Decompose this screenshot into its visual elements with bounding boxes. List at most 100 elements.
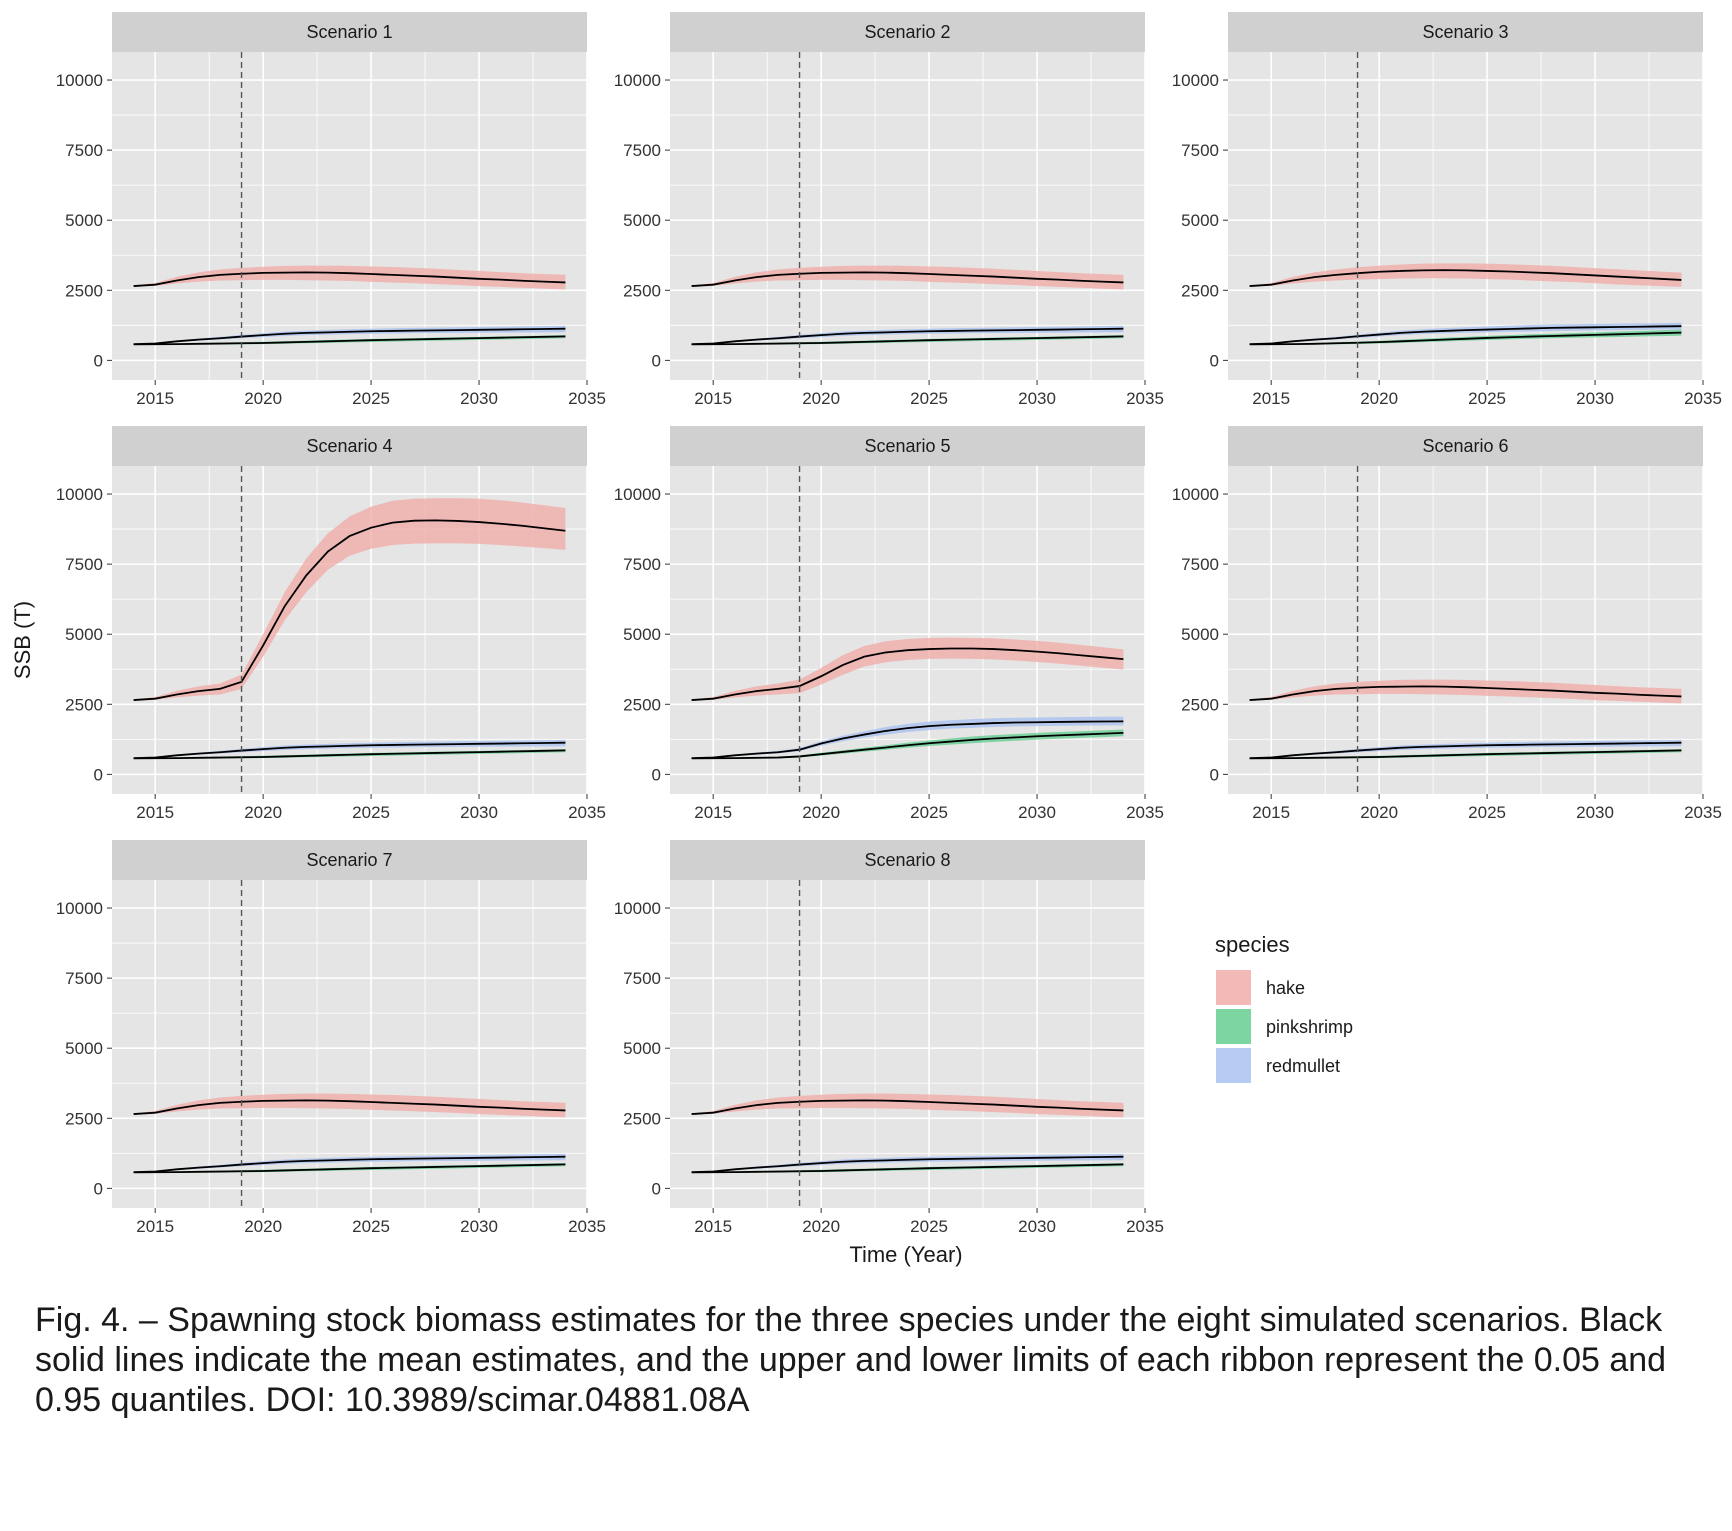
x-tick-label: 2020 [802, 1217, 840, 1236]
y-tick-label: 7500 [623, 555, 661, 574]
y-tick-label: 2500 [1181, 695, 1219, 714]
hake-ribbon [1249, 679, 1682, 704]
legend-label-hake: hake [1266, 978, 1305, 998]
x-tick-label: 2020 [1360, 389, 1398, 408]
faceted-ssb-chart: Scenario 1 0 2500 5000 7500 10000 2015 2020 2025… [10, 12, 1722, 1267]
redmullet-mean-line [133, 741, 566, 760]
hake-ribbon [133, 498, 566, 701]
x-tick-label: 2035 [568, 1217, 606, 1236]
legend-key-hake [1216, 970, 1251, 1005]
facet-panel: Scenario 3 0 2500 5000 7500 10000 2015 2020 2025… [1172, 12, 1722, 408]
legend-key-redmullet [1216, 1048, 1251, 1083]
y-tick-label: 0 [94, 1179, 103, 1198]
x-tick-label: 2035 [1126, 803, 1164, 822]
pinkshrimp-mean-line [691, 731, 1124, 760]
redmullet-mean-line [691, 1155, 1124, 1174]
x-tick-label: 2015 [694, 803, 732, 822]
x-tick-label: 2030 [1018, 1217, 1056, 1236]
pinkshrimp-ribbon [1249, 329, 1682, 345]
legend-label-redmullet: redmullet [1266, 1056, 1340, 1076]
facet-panel: Scenario 2 0 2500 5000 7500 10000 2015 2020 2025… [614, 12, 1164, 408]
x-tick-label: 2025 [352, 389, 390, 408]
pinkshrimp-mean-line [133, 335, 566, 346]
y-tick-label: 2500 [1181, 281, 1219, 300]
facet-title: Scenario 4 [306, 436, 392, 456]
x-tick-label: 2035 [568, 389, 606, 408]
y-tick-label: 10000 [56, 485, 103, 504]
x-tick-label: 2020 [244, 389, 282, 408]
pinkshrimp-mean-line [133, 749, 566, 760]
redmullet-mean-line [133, 1155, 566, 1174]
y-tick-label: 0 [652, 765, 661, 784]
y-tick-label: 5000 [65, 211, 103, 230]
hake-ribbon [133, 1093, 566, 1118]
facet-panel: Scenario 5 0 2500 5000 7500 10000 2015 2020 2025… [614, 426, 1164, 822]
y-tick-label: 10000 [1172, 485, 1219, 504]
hake-mean-line [691, 1099, 1124, 1115]
x-tick-label: 2030 [1576, 803, 1614, 822]
y-tick-label: 7500 [65, 555, 103, 574]
hake-mean-line [133, 1099, 566, 1115]
y-tick-label: 10000 [1172, 71, 1219, 90]
figure-caption: Fig. 4. – Spawning stock biomass estimat… [35, 1301, 1667, 1419]
x-tick-label: 2025 [352, 1217, 390, 1236]
y-tick-label: 0 [1210, 351, 1219, 370]
x-tick-label: 2030 [460, 803, 498, 822]
x-tick-label: 2020 [1360, 803, 1398, 822]
x-tick-label: 2020 [244, 803, 282, 822]
x-tick-label: 2015 [1252, 389, 1290, 408]
x-tick-label: 2030 [1576, 389, 1614, 408]
legend-title: species [1215, 932, 1290, 957]
hake-mean-line [1249, 685, 1682, 701]
y-tick-label: 5000 [65, 1039, 103, 1058]
x-tick-label: 2025 [1468, 803, 1506, 822]
x-tick-label: 2030 [1018, 389, 1056, 408]
x-tick-label: 2015 [1252, 803, 1290, 822]
facet-title: Scenario 6 [1422, 436, 1508, 456]
y-tick-label: 7500 [1181, 555, 1219, 574]
y-tick-label: 2500 [623, 281, 661, 300]
redmullet-mean-line [691, 720, 1124, 760]
x-tick-label: 2035 [1126, 1217, 1164, 1236]
y-tick-label: 2500 [65, 281, 103, 300]
x-tick-label: 2015 [136, 389, 174, 408]
y-tick-label: 10000 [614, 899, 661, 918]
facet-strip [670, 12, 1145, 52]
x-tick-label: 2035 [568, 803, 606, 822]
hake-ribbon [133, 265, 566, 290]
y-tick-label: 2500 [623, 1109, 661, 1128]
x-tick-label: 2030 [1018, 803, 1056, 822]
y-tick-label: 5000 [623, 625, 661, 644]
y-tick-label: 7500 [623, 969, 661, 988]
x-axis-title: Time (Year) [849, 1242, 962, 1267]
y-tick-label: 7500 [1181, 141, 1219, 160]
y-tick-label: 5000 [65, 625, 103, 644]
x-tick-label: 2020 [244, 1217, 282, 1236]
x-tick-label: 2015 [136, 803, 174, 822]
facet-panel: Scenario 1 0 2500 5000 7500 10000 2015 2020 2025… [56, 12, 606, 408]
y-axis-title: SSB (T) [10, 601, 35, 679]
pinkshrimp-mean-line [1249, 331, 1682, 346]
x-tick-label: 2025 [1468, 389, 1506, 408]
y-tick-label: 2500 [65, 695, 103, 714]
pinkshrimp-mean-line [133, 1163, 566, 1174]
x-tick-label: 2030 [460, 389, 498, 408]
y-tick-label: 5000 [623, 211, 661, 230]
legend: species hake pinkshrimp redmullet [1215, 932, 1353, 1083]
y-tick-label: 7500 [65, 141, 103, 160]
facet-title: Scenario 1 [306, 22, 392, 42]
redmullet-mean-line [133, 327, 566, 346]
facet-strip [1228, 426, 1703, 466]
hake-mean-line [133, 519, 566, 701]
x-tick-label: 2015 [694, 389, 732, 408]
legend-label-pinkshrimp: pinkshrimp [1266, 1017, 1353, 1037]
facet-panel: Scenario 6 0 2500 5000 7500 10000 2015 2020 2025… [1172, 426, 1722, 822]
facet-strip [1228, 12, 1703, 52]
facet-panels: Scenario 1 0 2500 5000 7500 10000 2015 2020 2025… [56, 12, 1722, 1236]
y-tick-label: 0 [652, 1179, 661, 1198]
facet-strip [112, 840, 587, 880]
hake-ribbon [691, 1093, 1124, 1118]
x-tick-label: 2025 [910, 803, 948, 822]
redmullet-mean-line [1249, 741, 1682, 760]
y-tick-label: 0 [94, 765, 103, 784]
